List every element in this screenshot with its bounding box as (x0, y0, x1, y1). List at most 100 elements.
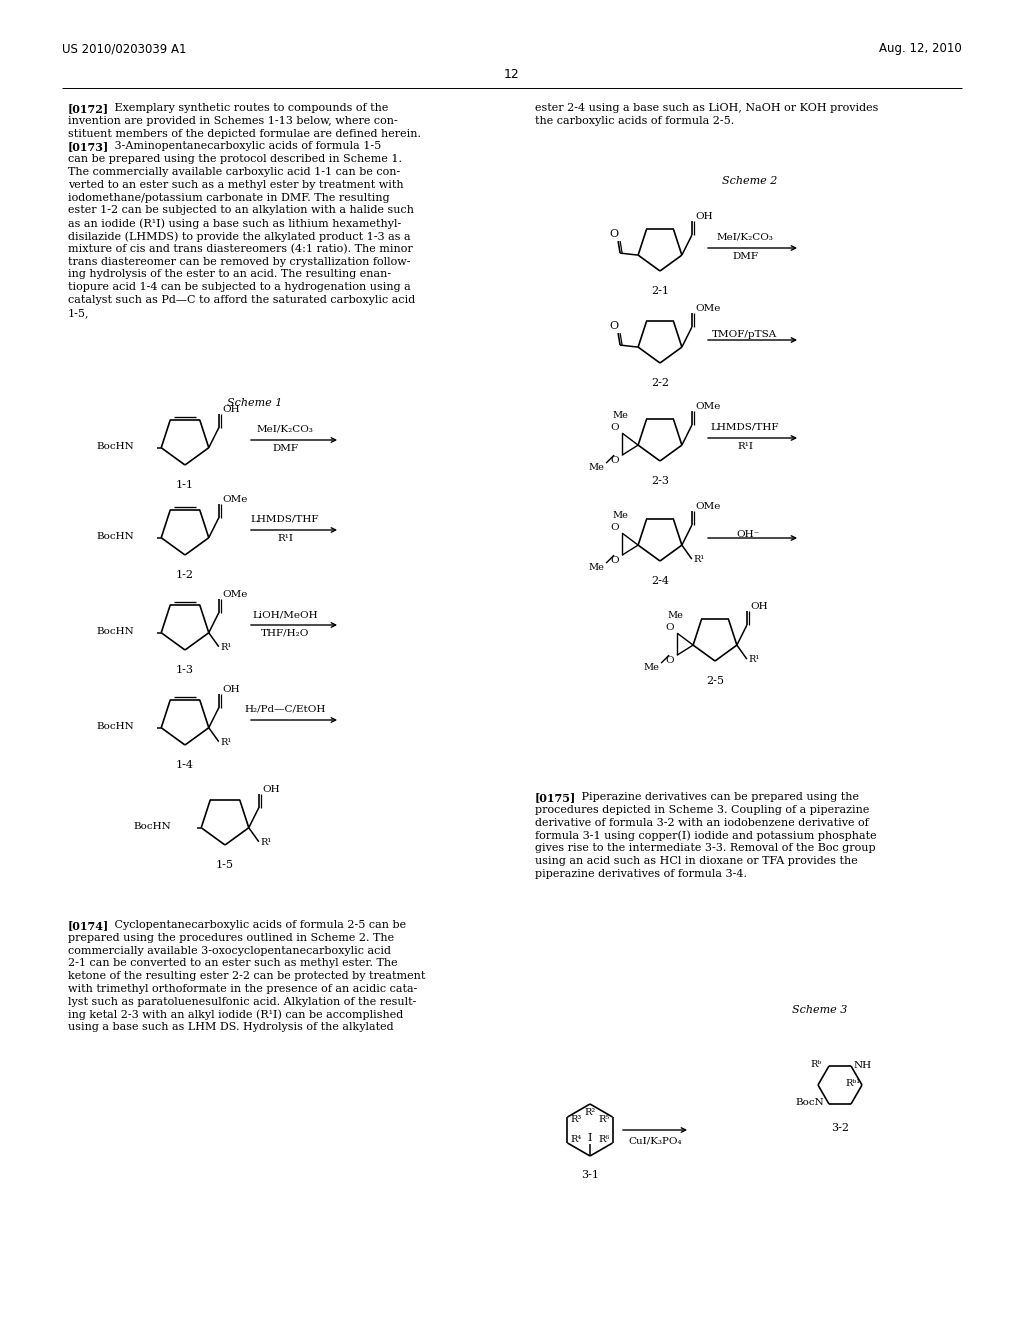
Text: R²: R² (585, 1107, 596, 1117)
Text: disilazide (LHMDS) to provide the alkylated product 1-3 as a: disilazide (LHMDS) to provide the alkyla… (68, 231, 411, 242)
Text: 1-5: 1-5 (216, 861, 234, 870)
Text: [0174]: [0174] (68, 920, 110, 931)
Text: O: O (610, 556, 620, 565)
Text: R¹I: R¹I (737, 442, 753, 451)
Text: CuI/K₃PO₄: CuI/K₃PO₄ (628, 1137, 682, 1144)
Text: BocHN: BocHN (96, 627, 134, 636)
Text: 1-1: 1-1 (176, 480, 194, 490)
Text: LHMDS/THF: LHMDS/THF (711, 422, 779, 432)
Text: can be prepared using the protocol described in Scheme 1.: can be prepared using the protocol descr… (68, 154, 402, 164)
Text: US 2010/0203039 A1: US 2010/0203039 A1 (62, 42, 186, 55)
Text: BocHN: BocHN (96, 442, 134, 451)
Text: OH: OH (223, 405, 241, 413)
Text: R¹: R¹ (749, 655, 760, 664)
Text: 3-2: 3-2 (831, 1123, 849, 1133)
Text: [0173]: [0173] (68, 141, 110, 152)
Text: 2-5: 2-5 (706, 676, 724, 686)
Text: Exemplary synthetic routes to compounds of the: Exemplary synthetic routes to compounds … (104, 103, 388, 114)
Text: OMe: OMe (696, 304, 721, 313)
Text: Scheme 3: Scheme 3 (793, 1005, 848, 1015)
Text: R⁶: R⁶ (598, 1135, 609, 1144)
Text: Me: Me (643, 663, 659, 672)
Text: R¹: R¹ (694, 556, 706, 564)
Text: O: O (610, 424, 620, 432)
Text: [0175]: [0175] (535, 792, 577, 803)
Text: formula 3-1 using copper(I) iodide and potassium phosphate: formula 3-1 using copper(I) iodide and p… (535, 830, 877, 841)
Text: verted to an ester such as a methyl ester by treatment with: verted to an ester such as a methyl este… (68, 180, 403, 190)
Text: THF/H₂O: THF/H₂O (261, 630, 309, 638)
Text: R¹I: R¹I (278, 535, 293, 543)
Text: O: O (609, 321, 618, 331)
Text: invention are provided in Schemes 1-13 below, where con-: invention are provided in Schemes 1-13 b… (68, 116, 397, 125)
Text: mixture of cis and trans diastereomers (4:1 ratio). The minor: mixture of cis and trans diastereomers (… (68, 244, 413, 255)
Text: Me: Me (612, 511, 628, 520)
Text: R¹: R¹ (261, 838, 272, 846)
Text: The commercially available carboxylic acid 1-1 can be con-: The commercially available carboxylic ac… (68, 168, 400, 177)
Text: NH: NH (854, 1061, 872, 1071)
Text: Me: Me (588, 463, 604, 473)
Text: Rᵇ¹: Rᵇ¹ (846, 1078, 860, 1088)
Text: 1-3: 1-3 (176, 665, 194, 675)
Text: 2-1: 2-1 (651, 286, 669, 296)
Text: R⁵: R⁵ (598, 1115, 609, 1125)
Text: 1-4: 1-4 (176, 760, 194, 770)
Text: ketone of the resulting ester 2-2 can be protected by treatment: ketone of the resulting ester 2-2 can be… (68, 972, 425, 981)
Text: OH: OH (751, 602, 768, 611)
Text: ester 2-4 using a base such as LiOH, NaOH or KOH provides: ester 2-4 using a base such as LiOH, NaO… (535, 103, 879, 114)
Text: 3-1: 3-1 (581, 1170, 599, 1180)
Text: 2-2: 2-2 (651, 378, 669, 388)
Text: ing ketal 2-3 with an alkyl iodide (R¹I) can be accomplished: ing ketal 2-3 with an alkyl iodide (R¹I)… (68, 1010, 403, 1020)
Text: O: O (666, 623, 674, 632)
Text: ing hydrolysis of the ester to an acid. The resulting enan-: ing hydrolysis of the ester to an acid. … (68, 269, 391, 280)
Text: OH: OH (263, 784, 281, 793)
Text: Aug. 12, 2010: Aug. 12, 2010 (880, 42, 962, 55)
Text: R³: R³ (570, 1115, 582, 1125)
Text: 12: 12 (504, 69, 520, 81)
Text: O: O (610, 523, 620, 532)
Text: DMF: DMF (272, 444, 298, 453)
Text: 1-2: 1-2 (176, 570, 194, 579)
Text: Piperazine derivatives can be prepared using the: Piperazine derivatives can be prepared u… (571, 792, 859, 803)
Text: R¹: R¹ (221, 738, 232, 747)
Text: [0172]: [0172] (68, 103, 110, 114)
Text: the carboxylic acids of formula 2-5.: the carboxylic acids of formula 2-5. (535, 116, 734, 125)
Text: procedures depicted in Scheme 3. Coupling of a piperazine: procedures depicted in Scheme 3. Couplin… (535, 805, 869, 814)
Text: BocHN: BocHN (96, 722, 134, 731)
Text: piperazine derivatives of formula 3-4.: piperazine derivatives of formula 3-4. (535, 869, 746, 879)
Text: Scheme 1: Scheme 1 (227, 399, 283, 408)
Text: catalyst such as Pd—C to afford the saturated carboxylic acid: catalyst such as Pd—C to afford the satu… (68, 294, 416, 305)
Text: tiopure acid 1-4 can be subjected to a hydrogenation using a: tiopure acid 1-4 can be subjected to a h… (68, 282, 411, 292)
Text: H₂/Pd—C/EtOH: H₂/Pd—C/EtOH (245, 705, 326, 714)
Text: O: O (610, 457, 620, 465)
Text: lyst such as paratoluenesulfonic acid. Alkylation of the result-: lyst such as paratoluenesulfonic acid. A… (68, 997, 417, 1007)
Text: 1-5,: 1-5, (68, 308, 89, 318)
Text: OH: OH (223, 685, 241, 694)
Text: OH: OH (696, 213, 714, 222)
Text: ester 1-2 can be subjected to an alkylation with a halide such: ester 1-2 can be subjected to an alkylat… (68, 206, 414, 215)
Text: DMF: DMF (732, 252, 758, 261)
Text: TMOF/pTSA: TMOF/pTSA (713, 330, 777, 339)
Text: prepared using the procedures outlined in Scheme 2. The: prepared using the procedures outlined i… (68, 933, 394, 942)
Text: 2-1 can be converted to an ester such as methyl ester. The: 2-1 can be converted to an ester such as… (68, 958, 397, 969)
Text: O: O (666, 656, 674, 665)
Text: 3-Aminopentanecarboxylic acids of formula 1-5: 3-Aminopentanecarboxylic acids of formul… (104, 141, 381, 152)
Text: Cyclopentanecarboxylic acids of formula 2-5 can be: Cyclopentanecarboxylic acids of formula … (104, 920, 407, 931)
Text: with trimethyl orthoformate in the presence of an acidic cata-: with trimethyl orthoformate in the prese… (68, 983, 418, 994)
Text: OMe: OMe (223, 590, 248, 599)
Text: as an iodide (R¹I) using a base such as lithium hexamethyl-: as an iodide (R¹I) using a base such as … (68, 218, 401, 228)
Text: trans diastereomer can be removed by crystallization follow-: trans diastereomer can be removed by cry… (68, 256, 411, 267)
Text: LHMDS/THF: LHMDS/THF (251, 515, 319, 524)
Text: OMe: OMe (696, 403, 721, 411)
Text: iodomethane/potassium carbonate in DMF. The resulting: iodomethane/potassium carbonate in DMF. … (68, 193, 389, 202)
Text: using a base such as LHM DS. Hydrolysis of the alkylated: using a base such as LHM DS. Hydrolysis … (68, 1023, 393, 1032)
Text: R⁴: R⁴ (570, 1135, 582, 1144)
Text: gives rise to the intermediate 3-3. Removal of the Boc group: gives rise to the intermediate 3-3. Remo… (535, 843, 876, 853)
Text: Me: Me (612, 411, 628, 420)
Text: LiOH/MeOH: LiOH/MeOH (252, 610, 317, 619)
Text: derivative of formula 3-2 with an iodobenzene derivative of: derivative of formula 3-2 with an iodobe… (535, 817, 868, 828)
Text: Me: Me (668, 611, 683, 620)
Text: MeI/K₂CO₃: MeI/K₂CO₃ (717, 234, 773, 242)
Text: Rᵇ: Rᵇ (810, 1060, 821, 1069)
Text: Me: Me (588, 564, 604, 572)
Text: BocHN: BocHN (133, 822, 171, 832)
